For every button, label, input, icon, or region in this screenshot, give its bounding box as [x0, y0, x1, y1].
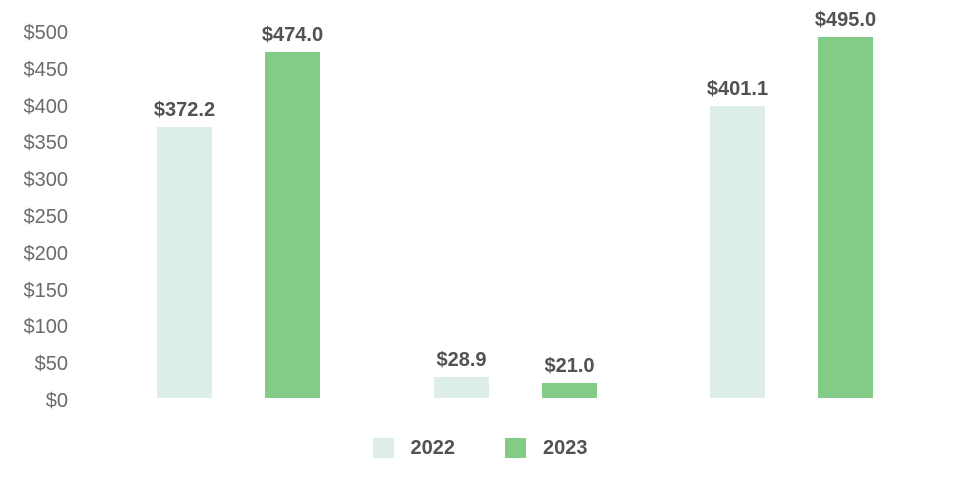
bar-2022-group-3 — [710, 106, 765, 398]
bar-2023-group-3 — [818, 37, 873, 398]
bar-value-label-2023-group-3: $495.0 — [814, 9, 877, 31]
legend-swatch-2022 — [372, 438, 394, 458]
y-axis-tick-label: $500 — [23, 22, 69, 44]
bar-value-label-2022-group-3: $401.1 — [706, 78, 769, 100]
bar-value-label-2023-group-2: $21.0 — [544, 355, 595, 377]
bar-value-label-2022-group-2: $28.9 — [436, 349, 487, 371]
legend-item-2022: 2022 — [372, 436, 456, 460]
bar-2023-group-1 — [265, 52, 320, 398]
bar-value-label-2022-group-1: $372.2 — [153, 99, 216, 121]
legend: 2022 2023 — [0, 436, 960, 460]
y-axis-tick-label: $150 — [23, 280, 69, 302]
y-axis-tick-label: $100 — [23, 316, 69, 338]
legend-item-2023: 2023 — [505, 436, 588, 460]
legend-label-2022: 2022 — [410, 437, 456, 459]
y-axis-tick-label: $450 — [23, 59, 69, 81]
y-axis-tick-label: $300 — [23, 169, 69, 191]
bar-2023-group-2 — [542, 383, 597, 398]
legend-label-2023: 2023 — [543, 437, 588, 459]
y-axis-tick-label: $200 — [23, 243, 69, 265]
y-axis-tick-label: $0 — [45, 390, 68, 412]
bar-value-label-2023-group-1: $474.0 — [261, 24, 324, 46]
bar-2022-group-2 — [434, 377, 489, 398]
legend-swatch-2023 — [505, 438, 526, 458]
bar-2022-group-1 — [157, 127, 212, 398]
y-axis-tick-label: $250 — [23, 206, 69, 228]
y-axis-tick-label: $350 — [23, 132, 69, 154]
y-axis-tick-label: $400 — [23, 96, 69, 118]
y-axis-tick-label: $50 — [34, 353, 68, 375]
